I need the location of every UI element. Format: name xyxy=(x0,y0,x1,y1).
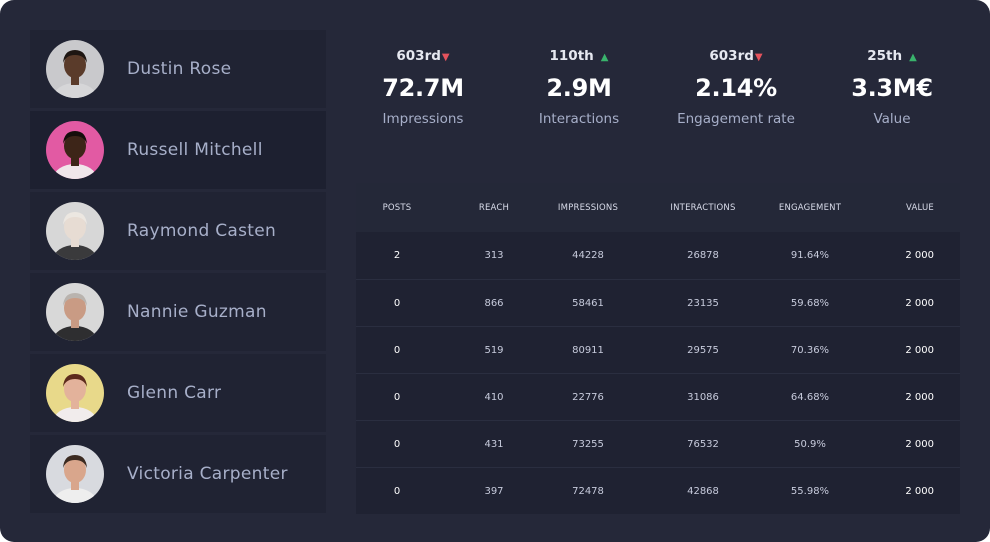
posts-cell: 0 xyxy=(393,344,401,356)
table-row[interactable]: 0 866 58461 23135 59.68% 2 000 xyxy=(356,279,960,326)
person-item[interactable]: Nannie Guzman xyxy=(30,273,326,351)
stat-label: Engagement rate xyxy=(677,111,795,127)
reach-cell: 431 xyxy=(484,438,504,450)
table-body: 2 313 44228 26878 91.64% 2 000 0 866 58461 23135 5… xyxy=(356,232,960,514)
reach-cell: 410 xyxy=(484,391,504,403)
value-cell: 2 000 xyxy=(905,391,934,403)
stat-value: 25th ▲ 3.3M€ Value xyxy=(817,48,967,127)
stat-value: 3.3M€ xyxy=(851,74,933,102)
interactions-cell: 23135 xyxy=(687,297,719,309)
column-header-impressions[interactable]: IMPRESSIONS xyxy=(557,202,619,213)
avatar xyxy=(46,445,104,503)
interactions-cell: 26878 xyxy=(687,250,719,261)
metrics-table: POSTS REACH IMPRESSIONS INTERACTIONS ENG… xyxy=(356,183,960,514)
stat-rank: 110th ▲ xyxy=(504,48,654,70)
stat-rank: 603rd▼ xyxy=(348,48,498,70)
avatar xyxy=(46,283,104,341)
impressions-cell: 73255 xyxy=(572,438,604,450)
engagement-cell: 64.68% xyxy=(790,391,830,403)
person-item[interactable]: Glenn Carr xyxy=(30,354,326,432)
column-header-engagement[interactable]: ENGAGEMENT xyxy=(778,202,842,213)
avatar xyxy=(46,40,104,98)
avatar xyxy=(46,121,104,179)
value-cell: 2 000 xyxy=(905,438,934,450)
column-header-posts[interactable]: POSTS xyxy=(382,202,412,213)
column-header-reach[interactable]: REACH xyxy=(478,202,510,213)
value-cell: 2 000 xyxy=(905,344,934,356)
interactions-cell: 31086 xyxy=(687,391,719,403)
table-row[interactable]: 0 397 72478 42868 55.98% 2 000 xyxy=(356,467,960,514)
engagement-cell: 91.64% xyxy=(790,250,830,261)
table-row[interactable]: 2 313 44228 26878 91.64% 2 000 xyxy=(356,232,960,279)
stat-engagement-rate: 603rd▼ 2.14% Engagement rate xyxy=(661,48,811,127)
engagement-cell: 55.98% xyxy=(790,485,830,497)
interactions-cell: 29575 xyxy=(687,344,719,356)
impressions-cell: 72478 xyxy=(572,485,604,497)
engagement-cell: 70.36% xyxy=(790,344,830,356)
column-header-interactions[interactable]: INTERACTIONS xyxy=(670,202,736,213)
posts-cell: 0 xyxy=(393,485,401,497)
value-cell: 2 000 xyxy=(905,297,934,309)
avatar xyxy=(46,202,104,260)
person-name: Victoria Carpenter xyxy=(127,464,288,484)
rank-text: 603rd xyxy=(396,48,441,64)
table-header: POSTS REACH IMPRESSIONS INTERACTIONS ENG… xyxy=(356,183,960,232)
table-row[interactable]: 0 519 80911 29575 70.36% 2 000 xyxy=(356,326,960,373)
posts-cell: 2 xyxy=(393,250,401,261)
stat-label: Interactions xyxy=(538,111,620,127)
stat-impressions: 603rd▼ 72.7M Impressions xyxy=(348,48,498,127)
person-name: Russell Mitchell xyxy=(127,140,263,160)
person-name: Nannie Guzman xyxy=(127,302,267,322)
person-item[interactable]: Dustin Rose xyxy=(30,30,326,108)
table-row[interactable]: 0 410 22776 31086 64.68% 2 000 xyxy=(356,373,960,420)
person-name: Dustin Rose xyxy=(127,59,232,79)
impressions-cell: 44228 xyxy=(572,250,604,261)
impressions-cell: 80911 xyxy=(572,344,604,356)
posts-cell: 0 xyxy=(393,438,401,450)
avatar xyxy=(46,364,104,422)
interactions-cell: 42868 xyxy=(687,485,719,497)
reach-cell: 519 xyxy=(484,344,504,356)
interactions-cell: 76532 xyxy=(687,438,719,450)
stat-rank: 603rd▼ xyxy=(661,48,811,70)
engagement-cell: 59.68% xyxy=(790,297,830,309)
person-name: Glenn Carr xyxy=(127,383,222,403)
reach-cell: 866 xyxy=(484,297,504,309)
value-cell: 2 000 xyxy=(905,485,934,497)
column-header-value[interactable]: VALUE xyxy=(906,202,934,213)
stat-value: 72.7M xyxy=(382,74,464,102)
reach-cell: 397 xyxy=(484,485,504,497)
posts-cell: 0 xyxy=(393,391,401,403)
people-list: Dustin Rose Russell Mitchell Raymond Caste… xyxy=(30,30,326,516)
table-row[interactable]: 0 431 73255 76532 50.9% 2 000 xyxy=(356,420,960,467)
rank-text: 110th xyxy=(549,48,594,64)
stat-value: 2.9M xyxy=(546,74,612,102)
person-item[interactable]: Victoria Carpenter xyxy=(30,435,326,513)
person-name: Raymond Casten xyxy=(127,221,277,241)
value-cell: 2 000 xyxy=(905,250,934,261)
engagement-cell: 50.9% xyxy=(794,438,826,450)
reach-cell: 313 xyxy=(484,250,504,261)
stat-interactions: 110th ▲ 2.9M Interactions xyxy=(504,48,654,127)
trend-up-icon: ▲ xyxy=(909,52,917,63)
stat-label: Value xyxy=(873,111,911,127)
trend-up-icon: ▲ xyxy=(600,52,609,63)
posts-cell: 0 xyxy=(393,297,401,309)
person-item[interactable]: Russell Mitchell xyxy=(30,111,326,189)
trend-down-icon: ▼ xyxy=(441,52,450,63)
stat-value: 2.14% xyxy=(695,74,777,102)
impressions-cell: 58461 xyxy=(572,297,604,309)
rank-text: 25th xyxy=(867,48,903,64)
person-item[interactable]: Raymond Casten xyxy=(30,192,326,270)
impressions-cell: 22776 xyxy=(572,391,604,403)
stat-label: Impressions xyxy=(382,111,464,127)
rank-text: 603rd xyxy=(709,48,754,64)
stat-rank: 25th ▲ xyxy=(817,48,967,70)
trend-down-icon: ▼ xyxy=(754,52,763,63)
